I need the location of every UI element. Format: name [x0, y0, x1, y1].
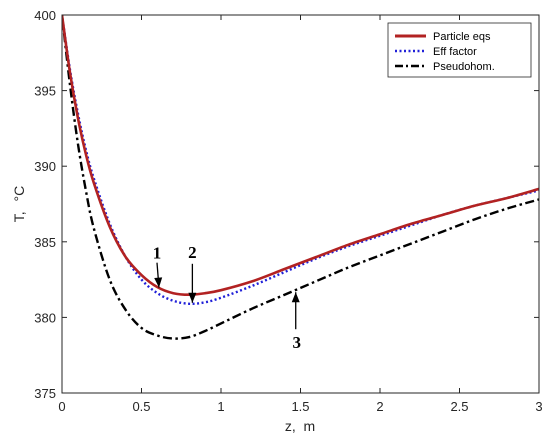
- legend-label-pseudohom: Pseudohom.: [433, 61, 495, 73]
- legend-label-particle-eqs: Particle eqs: [433, 31, 491, 43]
- annotations-layer: 1 2 3: [153, 243, 301, 352]
- annotation-arrow-head: [188, 292, 197, 303]
- annotation-label-1: 1: [153, 244, 162, 263]
- x-tick-label: 0: [58, 399, 65, 414]
- y-tick-label: 375: [34, 386, 56, 401]
- annotation-arrow-head: [291, 292, 300, 303]
- annotation-arrow-head: [154, 277, 163, 288]
- annotation-label-3: 3: [292, 333, 301, 352]
- series-line-pseudohom: [62, 15, 539, 340]
- legend-box: [387, 22, 532, 78]
- y-tick-label: 390: [34, 159, 56, 174]
- legend-label-eff-factor: Eff factor: [433, 46, 477, 58]
- x-axis-label: z, m: [285, 418, 315, 434]
- y-tick-label: 395: [34, 84, 56, 99]
- x-tick-label: 1.5: [291, 399, 309, 414]
- series-layer: [62, 15, 539, 340]
- x-tick-label: 2.5: [450, 399, 468, 414]
- x-tick-label: 0.5: [132, 399, 150, 414]
- y-axis-label-unit: °C: [11, 186, 27, 202]
- x-tick-label: 3: [535, 399, 542, 414]
- y-axis-label-group: T, °C: [11, 186, 27, 223]
- y-axis-label: T, °C: [11, 186, 27, 223]
- y-tick-label: 400: [34, 8, 56, 23]
- annotation-label-2: 2: [188, 243, 197, 262]
- y-tick-label: 385: [34, 235, 56, 250]
- legend: Particle eqs Eff factor Pseudohom.: [387, 22, 532, 78]
- y-axis-label-name: T,: [11, 211, 27, 222]
- ticks-layer: 0 0.5 1 1.5 2 2.5 3 375 380 385 390 395 400: [34, 8, 542, 414]
- series-line-particle-eqs: [62, 15, 539, 297]
- y-tick-label: 380: [34, 310, 56, 325]
- x-tick-label: 2: [376, 399, 383, 414]
- x-tick-label: 1: [217, 399, 224, 414]
